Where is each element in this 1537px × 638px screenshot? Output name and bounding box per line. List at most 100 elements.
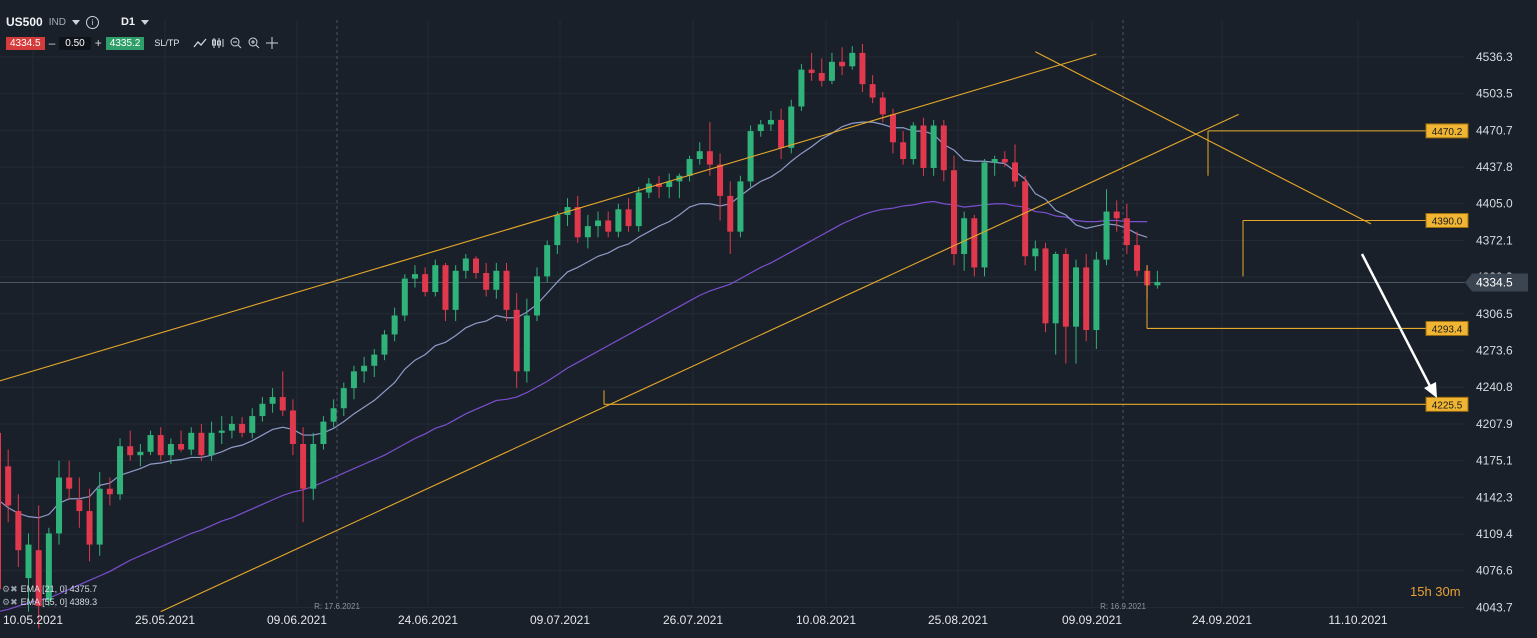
candle-body[interactable] — [910, 125, 917, 160]
candle-body[interactable] — [818, 72, 825, 81]
info-icon[interactable]: i — [85, 15, 99, 29]
candle-body[interactable] — [167, 444, 174, 456]
candle-body[interactable] — [859, 52, 866, 85]
candle-body[interactable] — [259, 403, 266, 417]
candle-body[interactable] — [1012, 162, 1018, 182]
projection-arrow[interactable] — [1360, 253, 1434, 391]
candle-body[interactable] — [198, 432, 205, 456]
candle-body[interactable] — [5, 466, 12, 506]
candle-body[interactable] — [1001, 159, 1008, 163]
candle-body[interactable] — [645, 183, 652, 193]
candle-body[interactable] — [595, 220, 602, 227]
candle-body[interactable] — [330, 408, 337, 422]
candle-body[interactable] — [991, 159, 998, 163]
candle-body[interactable] — [869, 84, 876, 98]
candle-body[interactable] — [371, 354, 378, 366]
candle-body[interactable] — [940, 125, 947, 171]
candle-body[interactable] — [930, 125, 937, 168]
sltp-button[interactable]: SL/TP — [154, 38, 180, 48]
candle-body[interactable] — [615, 209, 622, 232]
candle-body[interactable] — [462, 258, 469, 271]
candle-body[interactable] — [564, 207, 571, 215]
candle-body[interactable] — [483, 273, 490, 290]
candle-body[interactable] — [411, 274, 418, 279]
descending-trendline[interactable] — [1035, 51, 1372, 225]
candle-body[interactable] — [1154, 281, 1161, 286]
chevron-down-icon[interactable] — [71, 19, 80, 25]
symbol-name[interactable]: US500 — [6, 15, 43, 29]
candle-body[interactable] — [950, 170, 957, 255]
candle-body[interactable] — [127, 446, 134, 456]
candle-body[interactable] — [25, 544, 32, 579]
candle-body[interactable] — [422, 274, 429, 293]
candle-body[interactable] — [401, 278, 408, 316]
candle-body[interactable] — [503, 270, 510, 310]
candle-body[interactable] — [706, 151, 713, 165]
candle-body[interactable] — [289, 410, 296, 445]
candle-body[interactable] — [86, 511, 93, 545]
candle-body[interactable] — [56, 477, 63, 534]
candle-body[interactable] — [839, 61, 846, 67]
candle-body[interactable] — [1134, 245, 1141, 271]
candle-body[interactable] — [157, 435, 164, 456]
candle-body[interactable] — [574, 207, 581, 238]
candle-body[interactable] — [696, 151, 703, 160]
candle-body[interactable] — [584, 226, 591, 238]
candle-body[interactable] — [1032, 248, 1039, 257]
candle-body[interactable] — [656, 183, 663, 187]
candle-body[interactable] — [442, 265, 449, 310]
candle-body[interactable] — [523, 315, 530, 372]
candle-body[interactable] — [788, 106, 795, 148]
candle-body[interactable] — [544, 245, 551, 277]
candle-body[interactable] — [513, 309, 520, 372]
candle-body[interactable] — [1062, 254, 1069, 327]
lot-size-input[interactable]: 0.50 — [59, 36, 91, 50]
candle-body[interactable] — [666, 181, 673, 187]
candle-body[interactable] — [66, 477, 73, 489]
candle-body[interactable] — [737, 181, 744, 232]
candle-body[interactable] — [717, 164, 724, 196]
candle-body[interactable] — [747, 131, 754, 182]
candle-body[interactable] — [554, 214, 561, 246]
candle-body[interactable] — [249, 416, 256, 433]
lower-channel-trendline[interactable] — [160, 113, 1239, 613]
timeframe-select[interactable]: D1 — [120, 16, 135, 28]
candle-body[interactable] — [1083, 267, 1090, 331]
candle-body[interactable] — [1052, 254, 1059, 324]
candle-body[interactable] — [635, 192, 642, 227]
candle-body[interactable] — [686, 159, 693, 176]
candle-body[interactable] — [361, 365, 368, 372]
candle-body[interactable] — [961, 218, 968, 255]
candle-body[interactable] — [320, 421, 327, 445]
candle-body[interactable] — [96, 488, 103, 545]
lot-increase-button[interactable]: + — [94, 36, 102, 50]
candle-body[interactable] — [228, 423, 235, 431]
ema55-settings-icon[interactable]: ⚙✖ — [2, 597, 18, 607]
candles-icon[interactable] — [211, 37, 225, 49]
legend-ema21[interactable]: ⚙✖ EMA [21, 0] 4375.7 — [2, 583, 97, 596]
candle-body[interactable] — [605, 220, 612, 232]
candle-body[interactable] — [971, 218, 978, 268]
candle-body[interactable] — [432, 265, 439, 293]
candle-body[interactable] — [117, 446, 124, 495]
line-chart-icon[interactable] — [193, 37, 207, 49]
candle-body[interactable] — [900, 142, 907, 160]
candle-body[interactable] — [1022, 181, 1029, 257]
buy-price-button[interactable]: 4335.2 — [105, 36, 145, 50]
candle-body[interactable] — [178, 444, 185, 450]
candle-body[interactable] — [798, 69, 805, 107]
candle-body[interactable] — [534, 276, 541, 316]
candle-body[interactable] — [625, 209, 632, 227]
candle-body[interactable] — [879, 97, 886, 115]
candle-body[interactable] — [218, 430, 225, 433]
candle-body[interactable] — [45, 533, 52, 601]
candle-body[interactable] — [1042, 248, 1049, 324]
candle-body[interactable] — [1123, 218, 1130, 246]
candle-body[interactable] — [778, 119, 785, 148]
candle-body[interactable] — [981, 162, 988, 268]
candle-body[interactable] — [340, 388, 347, 409]
upper-channel-trendline[interactable] — [0, 53, 1097, 382]
candle-body[interactable] — [15, 511, 22, 551]
zoom-out-icon[interactable] — [229, 37, 243, 49]
